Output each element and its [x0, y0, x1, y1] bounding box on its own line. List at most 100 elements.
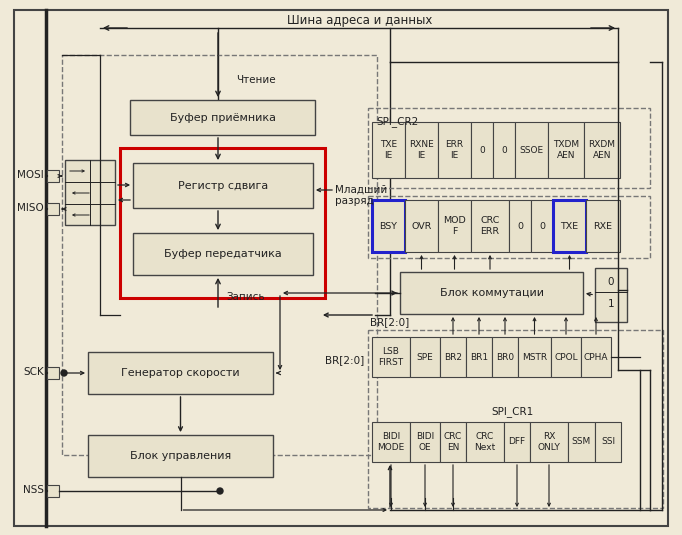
- Text: 0: 0: [539, 221, 545, 231]
- Bar: [471, 200, 509, 252]
- Bar: [466, 422, 504, 462]
- Bar: [595, 422, 621, 462]
- Text: SSOE: SSOE: [520, 146, 544, 155]
- Bar: [120, 148, 325, 298]
- Bar: [493, 122, 515, 178]
- Text: Буфер передатчика: Буфер передатчика: [164, 249, 282, 259]
- Text: DFF: DFF: [509, 438, 526, 447]
- Text: MOD
F: MOD F: [443, 216, 466, 236]
- Text: BR[2:0]: BR[2:0]: [370, 317, 410, 327]
- Text: MISO: MISO: [17, 203, 44, 213]
- Text: Регистр сдвига: Регистр сдвига: [178, 180, 268, 190]
- Bar: [438, 122, 471, 178]
- Text: TXDM
AEN: TXDM AEN: [553, 140, 579, 160]
- Bar: [438, 200, 471, 252]
- Bar: [551, 337, 581, 377]
- Text: SPE: SPE: [417, 353, 433, 362]
- Bar: [504, 422, 530, 462]
- Bar: [531, 200, 553, 252]
- Bar: [492, 337, 518, 377]
- Text: CRC
Next: CRC Next: [475, 432, 496, 452]
- Text: TXE
IE: TXE IE: [380, 140, 397, 160]
- Text: BR1: BR1: [470, 353, 488, 362]
- Bar: [515, 122, 548, 178]
- Bar: [466, 337, 492, 377]
- Bar: [410, 422, 440, 462]
- Bar: [62, 55, 377, 455]
- Circle shape: [61, 370, 67, 376]
- Bar: [372, 422, 410, 462]
- Bar: [47, 203, 59, 215]
- Bar: [568, 422, 595, 462]
- Bar: [595, 268, 627, 322]
- Bar: [440, 422, 466, 462]
- Text: Младший
разряд: Младший разряд: [335, 184, 387, 206]
- Text: SSM: SSM: [572, 438, 591, 447]
- Text: RXE: RXE: [593, 221, 612, 231]
- Text: Генератор скорости: Генератор скорости: [121, 368, 240, 378]
- Text: RXNE
IE: RXNE IE: [409, 140, 434, 160]
- Text: BR2: BR2: [444, 353, 462, 362]
- Text: 0: 0: [501, 146, 507, 155]
- Text: CRC
ERR: CRC ERR: [480, 216, 500, 236]
- Bar: [509, 200, 531, 252]
- Text: BIDI
MODE: BIDI MODE: [377, 432, 404, 452]
- Text: BIDI
OE: BIDI OE: [416, 432, 434, 452]
- Circle shape: [217, 488, 223, 494]
- Text: Шина адреса и данных: Шина адреса и данных: [287, 13, 432, 27]
- Text: LSB
FIRST: LSB FIRST: [379, 347, 404, 366]
- Text: BR0: BR0: [496, 353, 514, 362]
- Bar: [518, 337, 551, 377]
- Text: SSI: SSI: [601, 438, 615, 447]
- Bar: [88, 435, 273, 477]
- Text: MOSI: MOSI: [17, 170, 44, 180]
- Text: CRC
EN: CRC EN: [444, 432, 462, 452]
- Text: MSTR: MSTR: [522, 353, 547, 362]
- Bar: [133, 233, 313, 275]
- Text: OVR: OVR: [411, 221, 432, 231]
- Bar: [368, 330, 663, 508]
- Text: Запись: Запись: [226, 292, 265, 302]
- Text: RX
ONLY: RX ONLY: [537, 432, 561, 452]
- Bar: [471, 122, 493, 178]
- Text: 1: 1: [608, 299, 614, 309]
- Text: BR[2:0]: BR[2:0]: [325, 355, 364, 365]
- Text: Чтение: Чтение: [236, 75, 276, 85]
- Bar: [410, 337, 440, 377]
- Bar: [372, 337, 410, 377]
- Text: 0: 0: [517, 221, 523, 231]
- Bar: [553, 200, 586, 252]
- Bar: [368, 108, 650, 188]
- Text: Блок коммутации: Блок коммутации: [439, 288, 544, 298]
- Bar: [372, 122, 405, 178]
- Text: SPI_CR1: SPI_CR1: [491, 407, 533, 417]
- Bar: [130, 100, 315, 135]
- Text: 0: 0: [608, 277, 614, 287]
- Text: RXDM
AEN: RXDM AEN: [589, 140, 615, 160]
- Text: Буфер приёмника: Буфер приёмника: [170, 112, 276, 123]
- Text: 0: 0: [479, 146, 485, 155]
- Text: Блок управления: Блок управления: [130, 451, 231, 461]
- Bar: [368, 196, 650, 258]
- Bar: [581, 337, 611, 377]
- Bar: [372, 200, 405, 252]
- Bar: [440, 337, 466, 377]
- Text: CPHA: CPHA: [584, 353, 608, 362]
- Text: CPOL: CPOL: [554, 353, 578, 362]
- Bar: [88, 352, 273, 394]
- Text: ERR
IE: ERR IE: [445, 140, 464, 160]
- Text: SCK: SCK: [23, 367, 44, 377]
- Bar: [548, 122, 584, 178]
- Bar: [405, 200, 438, 252]
- Bar: [65, 160, 115, 225]
- Bar: [530, 422, 568, 462]
- Bar: [47, 170, 59, 182]
- Text: TXE: TXE: [561, 221, 578, 231]
- Text: NSS: NSS: [23, 485, 44, 495]
- Bar: [584, 122, 620, 178]
- Bar: [405, 122, 438, 178]
- Bar: [400, 272, 583, 314]
- Bar: [133, 163, 313, 208]
- Bar: [47, 367, 59, 379]
- Text: SPI_CR2: SPI_CR2: [376, 116, 418, 127]
